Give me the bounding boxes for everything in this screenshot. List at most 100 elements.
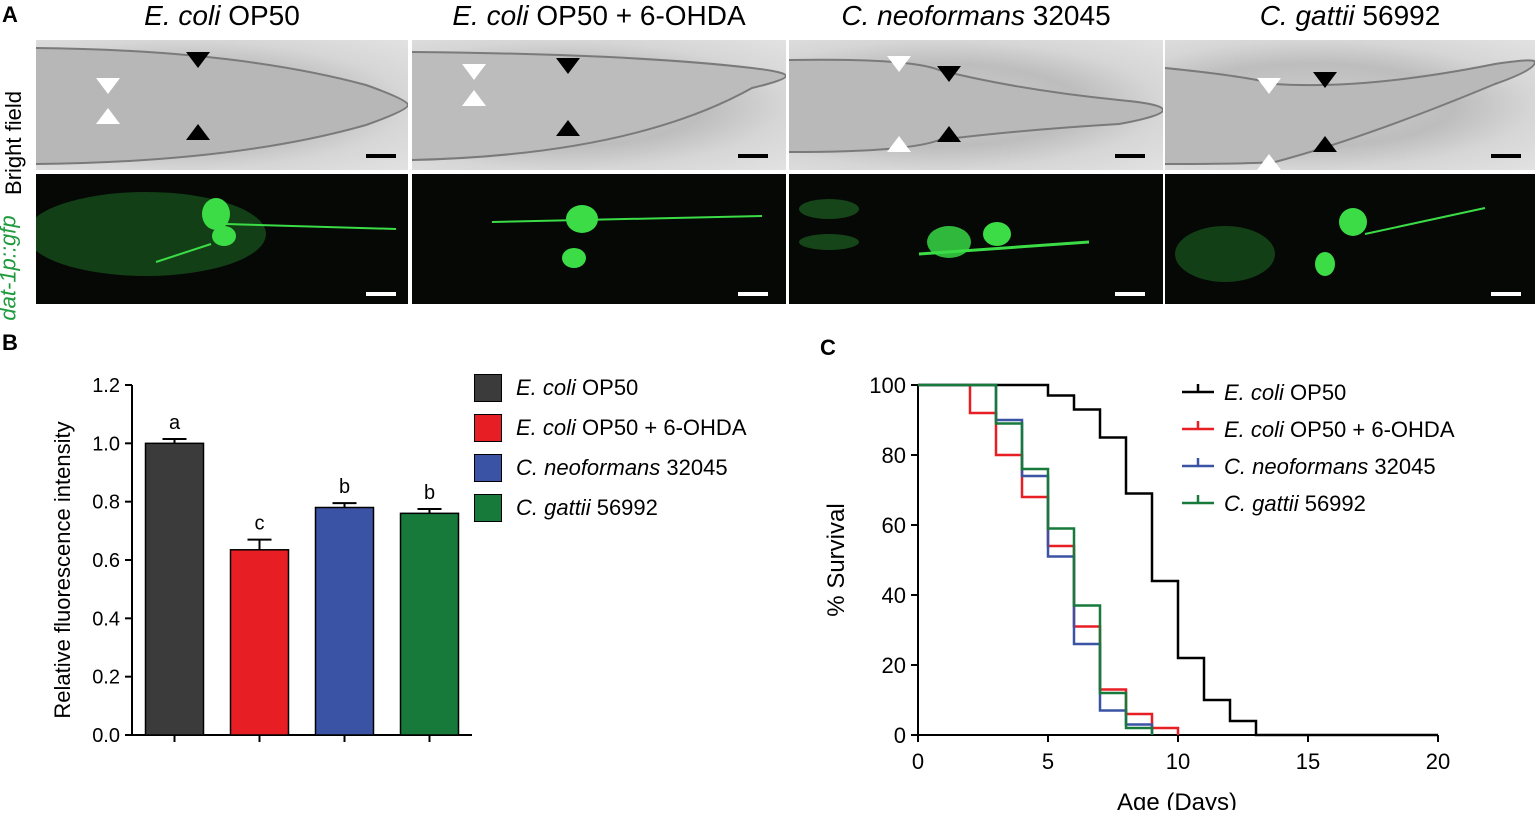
bright-field-image-4	[1165, 40, 1535, 170]
column-title-2: E. coli OP50 + 6-OHDA	[452, 0, 746, 31]
bar-marks: a c b b	[144, 412, 460, 742]
row-labels: Bright field dat-1p::gfp	[0, 40, 32, 321]
bar-y-tick-label: 0.2	[92, 667, 120, 689]
neuron-signal-2	[491, 205, 768, 296]
white-arrowhead-icon	[462, 64, 486, 80]
white-arrowhead-icon	[96, 108, 120, 124]
bar-legend-item: C. neoformans 32045	[474, 448, 794, 488]
legend-label: C. gattii 56992	[1224, 491, 1366, 516]
legend-swatch	[474, 374, 502, 402]
survival-y-tick-label: 0	[894, 723, 906, 748]
bar-y-ticks: 0.0 0.2 0.4 0.6 0.8 1.0 1.2	[92, 375, 132, 747]
neuron-signal-4	[1175, 207, 1521, 296]
legend-swatch	[474, 454, 502, 482]
bar-legend-item: C. gattii 56992	[474, 488, 794, 528]
survival-chart: % Survival Age (Days) 0 20 40 60 80 100 0 5 10 15…	[823, 373, 1455, 810]
survival-y-axis-label: % Survival	[823, 503, 850, 616]
survival-y-tick-label: 60	[882, 513, 906, 538]
survival-y-tick-label: 80	[882, 443, 906, 468]
worm-outline-3	[789, 56, 1163, 158]
legend-label: E. coli OP50 + 6-OHDA	[1224, 417, 1455, 442]
bright-field-image-3	[789, 40, 1163, 170]
black-arrowhead-icon	[186, 124, 210, 140]
bar-y-axis-label: Relative fluorescence intensity	[50, 421, 75, 718]
bar-y-tick-label: 1.0	[92, 433, 120, 455]
scale-bar	[738, 292, 768, 296]
row-label-bright-field: Bright field	[0, 91, 26, 195]
survival-series-line	[918, 383, 1438, 737]
panel-a-letter: A	[2, 2, 18, 27]
black-arrowhead-icon	[1313, 72, 1337, 88]
worm-outline-2	[412, 51, 786, 161]
black-arrowhead-icon	[937, 66, 961, 82]
bar-legend-item: E. coli OP50 + 6-OHDA	[474, 408, 794, 448]
survival-x-tick-label: 15	[1296, 749, 1320, 774]
survival-x-tick-label: 5	[1042, 749, 1054, 774]
black-arrowhead-icon	[556, 120, 580, 136]
worm-outline-1	[36, 47, 408, 165]
black-arrowhead-icon	[937, 126, 961, 142]
worm-outline-4	[1165, 59, 1535, 170]
bar-legend: E. coli OP50 E. coli OP50 + 6-OHDA C. ne…	[474, 368, 794, 528]
survival-x-tick-label: 10	[1166, 749, 1190, 774]
neuron-signal-1	[36, 192, 397, 296]
survival-y-tick-label: 40	[882, 583, 906, 608]
legend-label-italic: C. neoformans	[1224, 454, 1368, 479]
fluorescence-image-4	[1165, 174, 1535, 304]
bar	[399, 512, 460, 736]
bar-y-tick-label: 0.4	[92, 608, 120, 630]
panel-c-letter: C	[820, 335, 836, 360]
column-title-1: E. coli OP50	[144, 0, 300, 31]
neuron-signal-3	[799, 199, 1145, 296]
fluorescence-image-3	[789, 174, 1163, 304]
scale-bar	[1491, 154, 1521, 158]
white-arrowhead-icon	[462, 90, 486, 106]
legend-label-italic: E. coli	[1224, 417, 1285, 442]
column-title-3: C. neoformans 32045	[841, 0, 1111, 31]
legend-label-rest: OP50 + 6-OHDA	[1284, 417, 1455, 442]
survival-ticks: 0 20 40 60 80 100 0 5 10 15 20	[869, 373, 1450, 774]
legend-label-italic: E. coli	[1224, 380, 1285, 405]
legend-label-rest: OP50	[1284, 380, 1346, 405]
fluorescence-image-1	[36, 174, 408, 304]
survival-x-tick-label: 0	[912, 749, 924, 774]
bar-legend-item: E. coli OP50	[474, 368, 794, 408]
bright-field-image-1	[36, 40, 408, 170]
significance-letter: c	[255, 513, 265, 535]
survival-y-tick-label: 20	[882, 653, 906, 678]
survival-lines	[918, 383, 1438, 737]
white-arrowhead-icon	[887, 136, 911, 152]
bar-y-tick-label: 0.8	[92, 492, 120, 514]
bar	[144, 442, 205, 736]
fluorescence-image-2	[412, 174, 786, 304]
survival-x-tick-label: 20	[1426, 749, 1450, 774]
legend-label: C. gattii 56992	[516, 495, 658, 520]
bar-y-tick-label: 1.2	[92, 375, 120, 397]
survival-series-line	[918, 383, 1180, 735]
legend-label: C. neoformans 32045	[1224, 454, 1436, 479]
scale-bar	[1491, 292, 1521, 296]
bar	[229, 549, 290, 736]
scale-bar	[366, 292, 396, 296]
bar	[314, 506, 375, 736]
survival-x-axis-label: Age (Days)	[1117, 789, 1237, 810]
black-arrowhead-icon	[1313, 136, 1337, 152]
legend-swatch	[474, 414, 502, 442]
scale-bar	[738, 154, 768, 158]
legend-label-rest: 56992	[1299, 491, 1366, 516]
survival-series-line	[918, 383, 1154, 735]
legend-label-rest: 32045	[1368, 454, 1435, 479]
bar-chart: Relative fluorescence intensity 0.00.20.…	[50, 375, 472, 747]
bright-field-image-2	[412, 40, 786, 170]
white-arrowhead-icon	[96, 78, 120, 94]
panel-b-letter: B	[2, 330, 18, 355]
black-arrowhead-icon	[186, 52, 210, 68]
white-arrowhead-icon	[1257, 154, 1281, 170]
white-arrowhead-icon	[1257, 78, 1281, 94]
bar-y-tick-label: 0.6	[92, 550, 120, 572]
legend-label: E. coli OP50	[1224, 380, 1346, 405]
scale-bar	[1115, 292, 1145, 296]
scale-bar	[1115, 154, 1145, 158]
significance-letter: a	[169, 412, 181, 434]
